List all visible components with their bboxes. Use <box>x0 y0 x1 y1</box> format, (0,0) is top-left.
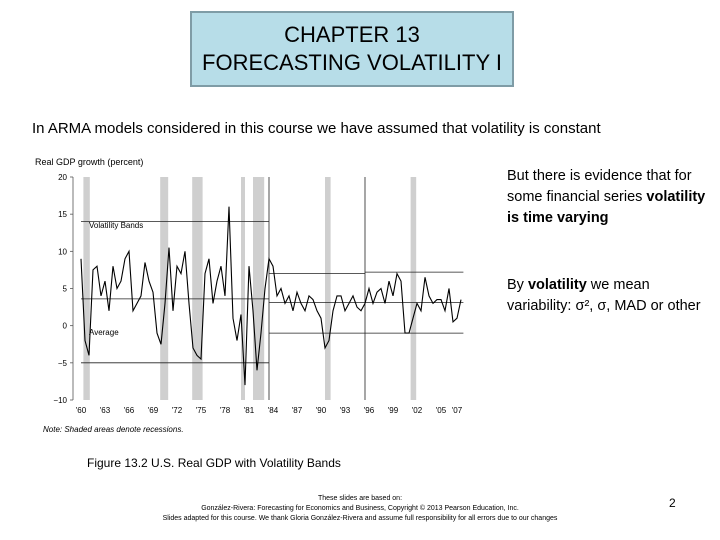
x-tick-label: '72 <box>172 406 183 415</box>
x-tick-label: '99 <box>388 406 399 415</box>
chart-note: Note: Shaded areas denote recessions. <box>43 425 184 434</box>
x-tick-label: '02 <box>412 406 423 415</box>
recession-bar-6 <box>325 177 331 400</box>
page-number: 2 <box>669 496 676 510</box>
x-tick-label: '96 <box>364 406 375 415</box>
recession-bar-1 <box>83 177 90 400</box>
bullet-1-bold: volatility is time varying <box>507 189 706 226</box>
x-tick-label: '69 <box>148 406 159 415</box>
average-label: Average <box>89 328 119 337</box>
gdp-growth-line <box>80 206 462 386</box>
chart-title: Real GDP growth (percent) <box>35 157 143 167</box>
axis-ticks <box>70 176 74 401</box>
intro-text: In ARMA models considered in this course… <box>32 120 601 137</box>
recession-bar-4 <box>241 177 245 400</box>
x-tick-label: '05 <box>436 406 447 415</box>
x-tick-label: '84 <box>268 406 279 415</box>
title-line-1: CHAPTER 13 <box>284 22 420 47</box>
x-tick-label: '60 <box>76 406 87 415</box>
x-tick-label: '07 <box>452 406 463 415</box>
y-tick-label: 15 <box>58 210 67 219</box>
x-tick-label: '93 <box>340 406 351 415</box>
recession-shading <box>83 177 417 400</box>
bullet-2-bold: volatility <box>527 277 587 293</box>
gdp-growth-chart: 20 15 10 5 0 −5 −10 '60 '63 '66 '69 '72 '75 '78 '81 '84… <box>35 157 464 434</box>
y-tick-label: 10 <box>58 247 67 256</box>
x-tick-label: '87 <box>292 406 303 415</box>
gdp-series <box>80 206 462 386</box>
footer-line-2: González-Rivera: Forecasting for Economi… <box>201 505 519 512</box>
title-line-2: FORECASTING VOLATILITY I <box>202 50 502 75</box>
y-tick-label: 20 <box>58 173 67 182</box>
slide-title: CHAPTER 13 FORECASTING VOLATILITY I <box>190 11 514 87</box>
y-tick-label: 0 <box>63 322 68 331</box>
figure-caption: Figure 13.2 U.S. Real GDP with Volatilit… <box>87 456 341 470</box>
y-tick-label: 5 <box>63 285 68 294</box>
x-tick-label: '90 <box>316 406 327 415</box>
x-tick-label: '78 <box>220 406 231 415</box>
recession-bar-7 <box>410 177 417 400</box>
bullet-1-prefix: But there is evidence that for some fina… <box>507 168 692 205</box>
footer: These slides are based on: González-Rive… <box>100 494 620 524</box>
volatility-bands-label: Volatility Bands <box>89 221 143 230</box>
volatility-bands <box>81 177 464 400</box>
axis-labels: 20 15 10 5 0 −5 −10 '60 '63 '66 '69 '72 '75 '78 '81 '84… <box>53 173 462 415</box>
recession-bar-2 <box>160 177 169 400</box>
footer-line-3: Slides adapted for this course. We thank… <box>162 515 558 522</box>
x-tick-label: '66 <box>124 406 135 415</box>
footer-line-1: These slides are based on: <box>317 495 403 502</box>
recession-bar-3 <box>192 177 203 400</box>
y-tick-label: −5 <box>58 359 68 368</box>
x-tick-label: '75 <box>196 406 207 415</box>
x-tick-label: '63 <box>100 406 111 415</box>
bullet-2-prefix: By <box>507 277 528 293</box>
x-tick-label: '81 <box>244 406 255 415</box>
bullet-time-varying: But there is evidence that for some fina… <box>507 166 707 229</box>
recession-bar-5 <box>253 177 265 400</box>
y-tick-label: −10 <box>53 396 67 405</box>
bullet-volatility-definition: By volatility we mean variability: σ², σ… <box>507 275 707 317</box>
bullet-2-suffix: we mean variability: σ², σ, MAD or other <box>507 277 701 314</box>
